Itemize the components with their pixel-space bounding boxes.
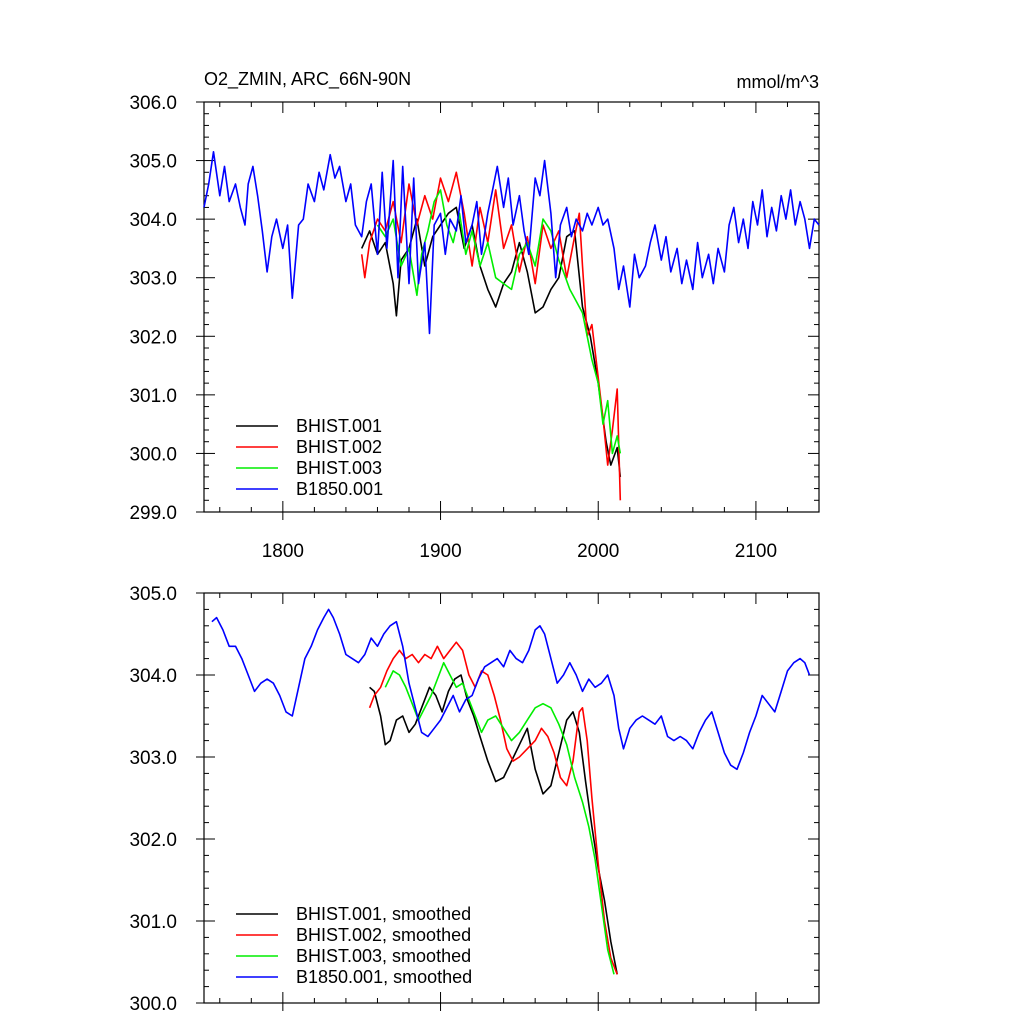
y-tick-label: 301.0 <box>129 912 177 933</box>
series-line-bhist-001 <box>360 206 622 477</box>
y-tick-label: 300.0 <box>129 994 177 1015</box>
series-line-bhist-002 <box>360 171 622 501</box>
y-tick-label: 302.0 <box>129 327 177 348</box>
bottom-y-tick-labels: 300.0 301.0 302.0 303.0 304.0 305.0 <box>129 584 177 1015</box>
series-line-b1850-001 <box>203 151 820 335</box>
top-axis-ticks <box>196 101 820 520</box>
series-line-bhist-003-smoothed <box>384 661 615 975</box>
x-tick-label: 2100 <box>735 541 777 562</box>
bottom-plot-frame <box>203 592 820 1004</box>
top-y-tick-labels: 299.0 300.0 301.0 302.0 303.0 304.0 305.0 306.0 <box>129 93 177 524</box>
y-tick-label: 305.0 <box>129 152 177 173</box>
top-panel: O2_ZMIN, ARC_66N-90N mmol/m^3 299.0 300.0… <box>129 69 820 562</box>
bottom-axis-ticks <box>196 592 820 1011</box>
y-tick-label: 302.0 <box>129 830 177 851</box>
top-series-lines <box>203 151 820 501</box>
legend-label-bhist-003-smoothed: BHIST.003, smoothed <box>296 946 471 966</box>
series-line-bhist-001-smoothed <box>369 674 618 975</box>
legend-label-b1850-001: B1850.001 <box>296 479 383 499</box>
y-tick-label: 304.0 <box>129 210 177 231</box>
legend-label-b1850-001-smoothed: B1850.001, smoothed <box>296 967 472 987</box>
legend-label-bhist-001: BHIST.001 <box>296 416 382 436</box>
y-tick-label: 300.0 <box>129 444 177 465</box>
y-tick-label: 306.0 <box>129 93 177 114</box>
top-units-label: mmol/m^3 <box>737 72 819 92</box>
y-tick-label: 303.0 <box>129 269 177 290</box>
series-line-bhist-002-smoothed <box>368 641 618 975</box>
legend-label-bhist-002-smoothed: BHIST.002, smoothed <box>296 925 471 945</box>
bottom-series-lines <box>211 608 811 975</box>
top-plot-frame <box>203 101 820 513</box>
top-x-tick-labels: 1800 1900 2000 2100 <box>262 541 777 562</box>
top-title: O2_ZMIN, ARC_66N-90N <box>204 69 411 90</box>
series-line-b1850-001-smoothed <box>211 608 811 771</box>
y-tick-label: 301.0 <box>129 386 177 407</box>
x-tick-label: 1800 <box>262 541 304 562</box>
x-tick-label: 1900 <box>419 541 461 562</box>
y-tick-label: 303.0 <box>129 748 177 769</box>
x-tick-label: 2000 <box>577 541 619 562</box>
legend-label-bhist-003: BHIST.003 <box>296 458 382 478</box>
legend-label-bhist-002: BHIST.002 <box>296 437 382 457</box>
bottom-panel: 300.0 301.0 302.0 303.0 304.0 305.0 BHIST.001… <box>129 584 820 1015</box>
legend-label-bhist-001-smoothed: BHIST.001, smoothed <box>296 904 471 924</box>
y-tick-label: 304.0 <box>129 666 177 687</box>
y-tick-label: 299.0 <box>129 503 177 524</box>
y-tick-label: 305.0 <box>129 584 177 605</box>
